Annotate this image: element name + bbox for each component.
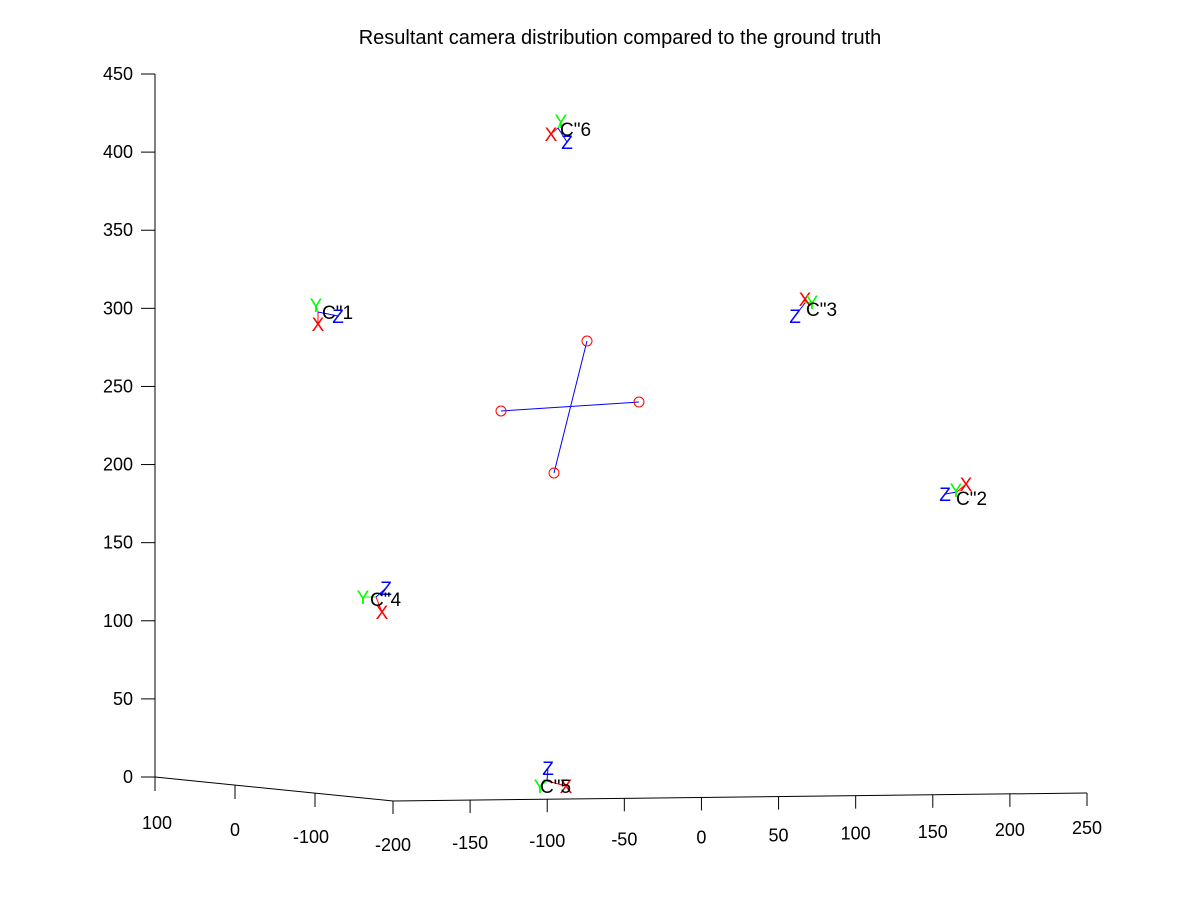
camera-axis-stub (375, 587, 387, 598)
cross-line-vertical (553, 340, 588, 474)
camera-axis-stub (794, 302, 806, 317)
cross-marker (581, 335, 593, 347)
chart-title: Resultant camera distribution compared t… (359, 27, 882, 49)
depth-tick-label: -100 (293, 827, 329, 847)
horizontal-tick-label: 50 (769, 826, 789, 846)
cross-marker (633, 396, 645, 408)
vertical-tick-label: 250 (103, 376, 133, 396)
camera-axis-stub (546, 767, 549, 782)
vertical-tick-label: 350 (103, 220, 133, 240)
camera-axis-stub (944, 491, 958, 495)
horizontal-tick-label: 250 (1072, 818, 1102, 838)
camera-axis-stub (804, 301, 813, 304)
camera-axis-label: Z (939, 485, 951, 506)
camera-axis-stub (317, 311, 339, 317)
camera-axis-label: Z (380, 579, 392, 600)
camera-label: C"4 (370, 590, 401, 611)
depth-axis-line (154, 776, 394, 802)
ground-truth-cross (495, 335, 645, 479)
camera-axis-label: Y (950, 481, 963, 502)
horizontal-tick-label: 0 (696, 827, 706, 847)
camera-label: C"2 (956, 489, 987, 510)
camera-label: C"6 (560, 120, 591, 141)
camera-axis-label: Y (555, 112, 568, 133)
horizontal-tick-label: -100 (529, 831, 565, 851)
camera-marker: XYZ C"2 (939, 475, 987, 510)
camera-axis-label: Z (332, 307, 344, 328)
camera-axis-stub (956, 483, 967, 493)
vertical-tick-label: 450 (103, 64, 133, 84)
camera-axis-label: Z (561, 133, 573, 154)
camera-axis-stub (546, 780, 567, 787)
camera-axis-label: X (560, 777, 573, 798)
vertical-tick-label: 400 (103, 142, 133, 162)
camera-axis-stub (550, 127, 559, 135)
vertical-tick-label: 150 (103, 533, 133, 553)
camera-marker: XY ZC"4 (357, 579, 402, 624)
camera-axis-stub (539, 780, 548, 787)
horizontal-axis-line (392, 792, 1088, 802)
camera-label: C"5 (540, 777, 571, 798)
camera-label: C"1 (322, 303, 353, 324)
horizontal-tick-label: 200 (995, 820, 1025, 840)
vertical-tick-label: 300 (103, 298, 133, 318)
camera-axis-stub (375, 596, 383, 613)
camera-axis-label: X (799, 290, 812, 311)
camera-axis-label: Z (789, 307, 801, 328)
depth-tick-label: 100 (142, 813, 172, 833)
vertical-tick-label: 50 (113, 689, 133, 709)
vertical-tick-label: 0 (123, 767, 133, 787)
camera-axis-label: Y (806, 293, 819, 314)
camera-axis-label: Y (534, 777, 547, 798)
camera-axis-label: Z (542, 759, 554, 780)
cross-marker (495, 405, 507, 417)
camera-axis-stub (315, 304, 319, 313)
horizontal-tick-label: 150 (918, 822, 948, 842)
cross-line-horizontal (500, 401, 640, 412)
axes: 0 50 100 150 200 250 300 350 400 450 100 0 -100 -200 -… (103, 64, 1102, 855)
vertical-tick-label: 200 (103, 455, 133, 475)
camera-marker: XYZ C"3 (789, 290, 837, 328)
horizontal-tick-label: -150 (452, 833, 488, 853)
camera-axis-label: X (545, 125, 558, 146)
cross-marker (548, 467, 560, 479)
depth-tick-label: 0 (230, 820, 240, 840)
camera-axis-stub (557, 127, 568, 143)
horizontal-tick-label: 100 (841, 824, 871, 844)
vertical-tick-label: 100 (103, 611, 133, 631)
camera-label: C"3 (806, 300, 837, 321)
horizontal-tick-label: -50 (611, 829, 637, 849)
camera-axis-stub (557, 120, 562, 129)
camera-axis-label: X (312, 315, 325, 336)
camera-axis-label: X (960, 475, 973, 496)
camera-axis-label: X (376, 603, 389, 624)
camera-axis-label: Y (357, 588, 370, 609)
camera-axis-label: Y (310, 296, 323, 317)
horizontal-tick-label: -200 (375, 835, 411, 855)
